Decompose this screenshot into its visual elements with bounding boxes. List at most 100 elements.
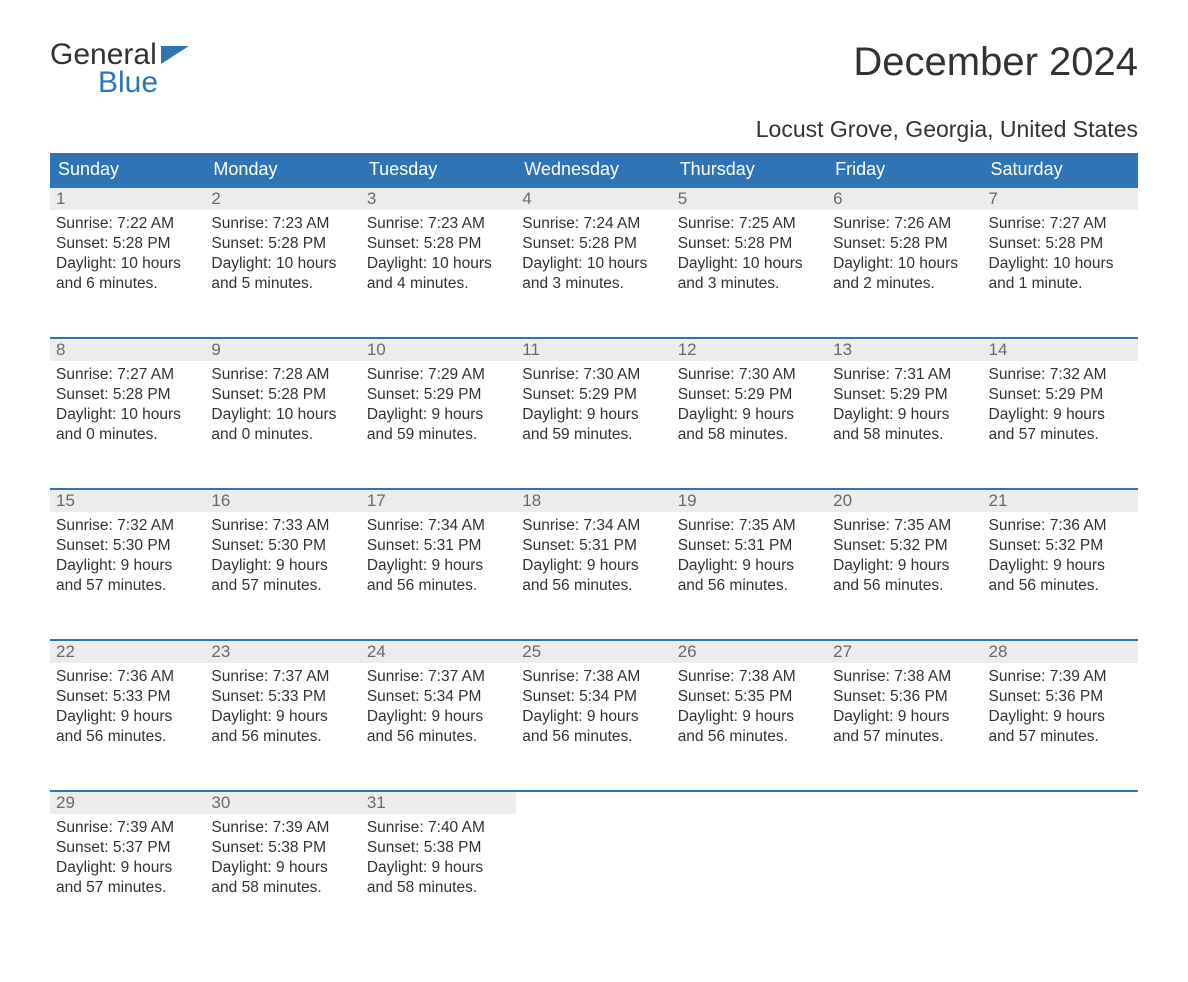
daylight-line-2: and 59 minutes. bbox=[522, 425, 665, 445]
day-number: 26 bbox=[672, 641, 827, 663]
day-header: Sunday bbox=[50, 153, 205, 187]
day-body-cell: Sunrise: 7:34 AMSunset: 5:31 PMDaylight:… bbox=[361, 512, 516, 640]
day-number-cell bbox=[983, 791, 1138, 814]
sunset-line: Sunset: 5:29 PM bbox=[989, 385, 1132, 405]
day-details: Sunrise: 7:26 AMSunset: 5:28 PMDaylight:… bbox=[827, 210, 982, 305]
sunset-line: Sunset: 5:31 PM bbox=[367, 536, 510, 556]
sunrise-line: Sunrise: 7:22 AM bbox=[56, 214, 199, 234]
sunset-line: Sunset: 5:28 PM bbox=[522, 234, 665, 254]
day-number-cell: 4 bbox=[516, 187, 671, 210]
sunrise-line: Sunrise: 7:36 AM bbox=[56, 667, 199, 687]
day-number-cell: 31 bbox=[361, 791, 516, 814]
day-body-cell: Sunrise: 7:23 AMSunset: 5:28 PMDaylight:… bbox=[361, 210, 516, 338]
day-number: 23 bbox=[205, 641, 360, 663]
day-body-cell: Sunrise: 7:25 AMSunset: 5:28 PMDaylight:… bbox=[672, 210, 827, 338]
day-details: Sunrise: 7:31 AMSunset: 5:29 PMDaylight:… bbox=[827, 361, 982, 456]
day-number: 30 bbox=[205, 792, 360, 814]
daylight-line-2: and 1 minute. bbox=[989, 274, 1132, 294]
day-number: 5 bbox=[672, 188, 827, 210]
sunset-line: Sunset: 5:34 PM bbox=[522, 687, 665, 707]
daylight-line-2: and 58 minutes. bbox=[833, 425, 976, 445]
day-details: Sunrise: 7:30 AMSunset: 5:29 PMDaylight:… bbox=[672, 361, 827, 456]
day-number-cell: 16 bbox=[205, 489, 360, 512]
daylight-line-2: and 56 minutes. bbox=[522, 576, 665, 596]
day-number-cell: 14 bbox=[983, 338, 1138, 361]
day-number-cell: 17 bbox=[361, 489, 516, 512]
day-header: Wednesday bbox=[516, 153, 671, 187]
day-number-cell: 3 bbox=[361, 187, 516, 210]
day-body-cell: Sunrise: 7:26 AMSunset: 5:28 PMDaylight:… bbox=[827, 210, 982, 338]
daylight-line-2: and 57 minutes. bbox=[211, 576, 354, 596]
daylight-line-1: Daylight: 10 hours bbox=[211, 254, 354, 274]
day-number: 11 bbox=[516, 339, 671, 361]
daylight-line-2: and 2 minutes. bbox=[833, 274, 976, 294]
sunrise-line: Sunrise: 7:34 AM bbox=[367, 516, 510, 536]
sunrise-line: Sunrise: 7:30 AM bbox=[522, 365, 665, 385]
day-body-row: Sunrise: 7:36 AMSunset: 5:33 PMDaylight:… bbox=[50, 663, 1138, 791]
daylight-line-1: Daylight: 9 hours bbox=[211, 707, 354, 727]
location-subtitle: Locust Grove, Georgia, United States bbox=[50, 116, 1138, 143]
daylight-line-1: Daylight: 9 hours bbox=[367, 556, 510, 576]
day-number-cell: 24 bbox=[361, 640, 516, 663]
sunrise-line: Sunrise: 7:31 AM bbox=[833, 365, 976, 385]
day-number-cell bbox=[827, 791, 982, 814]
day-header: Friday bbox=[827, 153, 982, 187]
day-number: 14 bbox=[983, 339, 1138, 361]
sunrise-line: Sunrise: 7:30 AM bbox=[678, 365, 821, 385]
page-title: December 2024 bbox=[853, 40, 1138, 85]
day-number: 24 bbox=[361, 641, 516, 663]
sunrise-line: Sunrise: 7:32 AM bbox=[56, 516, 199, 536]
daylight-line-1: Daylight: 9 hours bbox=[367, 707, 510, 727]
daylight-line-1: Daylight: 9 hours bbox=[678, 405, 821, 425]
day-number: 31 bbox=[361, 792, 516, 814]
sunrise-line: Sunrise: 7:24 AM bbox=[522, 214, 665, 234]
daylight-line-2: and 56 minutes. bbox=[522, 727, 665, 747]
day-body-cell: Sunrise: 7:39 AMSunset: 5:38 PMDaylight:… bbox=[205, 814, 360, 942]
daylight-line-2: and 58 minutes. bbox=[211, 878, 354, 898]
day-number: 12 bbox=[672, 339, 827, 361]
day-body-cell: Sunrise: 7:29 AMSunset: 5:29 PMDaylight:… bbox=[361, 361, 516, 489]
sunrise-line: Sunrise: 7:33 AM bbox=[211, 516, 354, 536]
day-number-cell: 2 bbox=[205, 187, 360, 210]
sunrise-line: Sunrise: 7:39 AM bbox=[989, 667, 1132, 687]
day-number-row: 22232425262728 bbox=[50, 640, 1138, 663]
daylight-line-1: Daylight: 9 hours bbox=[833, 405, 976, 425]
daylight-line-2: and 57 minutes. bbox=[56, 576, 199, 596]
sunrise-line: Sunrise: 7:40 AM bbox=[367, 818, 510, 838]
day-number-cell: 20 bbox=[827, 489, 982, 512]
day-number: 17 bbox=[361, 490, 516, 512]
sunset-line: Sunset: 5:28 PM bbox=[211, 234, 354, 254]
daylight-line-2: and 5 minutes. bbox=[211, 274, 354, 294]
day-body-cell: Sunrise: 7:40 AMSunset: 5:38 PMDaylight:… bbox=[361, 814, 516, 942]
daylight-line-1: Daylight: 10 hours bbox=[211, 405, 354, 425]
day-details: Sunrise: 7:23 AMSunset: 5:28 PMDaylight:… bbox=[361, 210, 516, 305]
day-body-cell: Sunrise: 7:38 AMSunset: 5:35 PMDaylight:… bbox=[672, 663, 827, 791]
day-number-cell: 28 bbox=[983, 640, 1138, 663]
day-details: Sunrise: 7:36 AMSunset: 5:33 PMDaylight:… bbox=[50, 663, 205, 758]
day-header: Saturday bbox=[983, 153, 1138, 187]
day-of-week-row: SundayMondayTuesdayWednesdayThursdayFrid… bbox=[50, 153, 1138, 187]
sunset-line: Sunset: 5:36 PM bbox=[989, 687, 1132, 707]
daylight-line-1: Daylight: 9 hours bbox=[367, 858, 510, 878]
day-body-row: Sunrise: 7:32 AMSunset: 5:30 PMDaylight:… bbox=[50, 512, 1138, 640]
day-body-cell: Sunrise: 7:22 AMSunset: 5:28 PMDaylight:… bbox=[50, 210, 205, 338]
day-body-cell: Sunrise: 7:32 AMSunset: 5:30 PMDaylight:… bbox=[50, 512, 205, 640]
day-details: Sunrise: 7:39 AMSunset: 5:36 PMDaylight:… bbox=[983, 663, 1138, 758]
day-details: Sunrise: 7:27 AMSunset: 5:28 PMDaylight:… bbox=[50, 361, 205, 456]
header: General Blue December 2024 bbox=[50, 40, 1138, 98]
day-number-cell: 1 bbox=[50, 187, 205, 210]
day-number: 21 bbox=[983, 490, 1138, 512]
sunset-line: Sunset: 5:35 PM bbox=[678, 687, 821, 707]
daylight-line-2: and 0 minutes. bbox=[56, 425, 199, 445]
day-number: 22 bbox=[50, 641, 205, 663]
sunset-line: Sunset: 5:29 PM bbox=[367, 385, 510, 405]
day-details: Sunrise: 7:27 AMSunset: 5:28 PMDaylight:… bbox=[983, 210, 1138, 305]
day-number-cell: 15 bbox=[50, 489, 205, 512]
sunset-line: Sunset: 5:38 PM bbox=[211, 838, 354, 858]
day-details: Sunrise: 7:38 AMSunset: 5:34 PMDaylight:… bbox=[516, 663, 671, 758]
day-number-cell: 11 bbox=[516, 338, 671, 361]
daylight-line-2: and 56 minutes. bbox=[678, 576, 821, 596]
day-body-cell: Sunrise: 7:33 AMSunset: 5:30 PMDaylight:… bbox=[205, 512, 360, 640]
day-details: Sunrise: 7:33 AMSunset: 5:30 PMDaylight:… bbox=[205, 512, 360, 607]
day-number-cell bbox=[516, 791, 671, 814]
